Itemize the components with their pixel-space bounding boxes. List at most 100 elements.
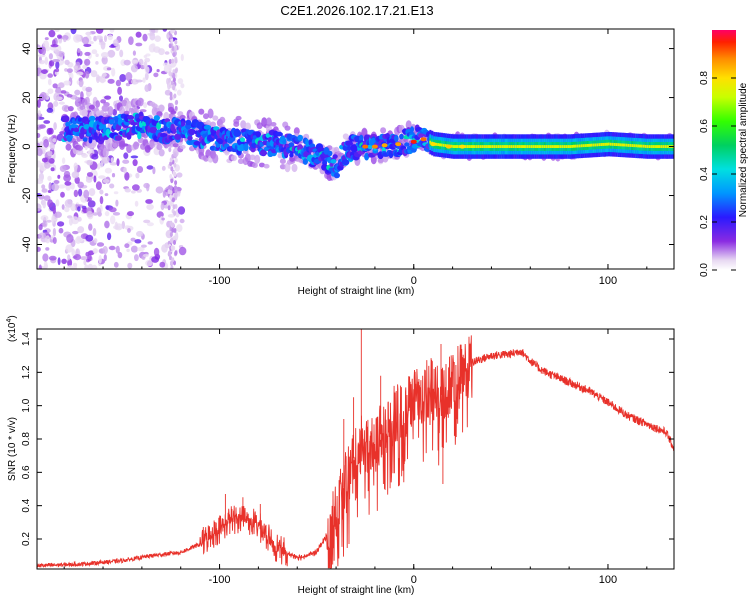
spectrogram-cell <box>130 64 138 73</box>
spectrogram-cell <box>477 145 480 148</box>
spectrogram-cell <box>179 218 185 224</box>
spectrogram-cell <box>100 52 109 58</box>
spectrogram-cell <box>169 185 173 191</box>
spectrogram-cell <box>50 44 59 48</box>
spectrogram-cell <box>74 89 81 96</box>
spectrogram-cell <box>282 139 287 145</box>
spectrogram-cell <box>666 145 669 148</box>
spectrogram-cell <box>528 145 531 148</box>
spectrogram-cell <box>85 31 92 36</box>
spectrogram-cell <box>107 34 113 41</box>
spectrogram-cell <box>63 80 71 86</box>
spectrogram-cell <box>169 232 173 237</box>
spectrogram-cell <box>565 145 568 148</box>
spectrogram-cell <box>456 145 459 148</box>
spectrogram-cell <box>652 145 655 148</box>
spectrogram-cell <box>132 159 138 167</box>
spectrogram-cell <box>130 245 138 253</box>
spectrogram-cell <box>43 138 49 148</box>
snr-multiplier: (x104) <box>6 315 18 342</box>
spectrogram-cell <box>350 144 359 153</box>
spectrogram-cell <box>380 127 387 134</box>
spectrogram-cell <box>77 206 81 212</box>
spectrogram-cell <box>493 145 496 148</box>
spectrogram-cell <box>55 49 60 57</box>
spectrogram-panel: -100 0 100 -40 -20 0 20 40 Height of straight l… <box>7 28 675 297</box>
spectrogram-cell <box>169 161 173 167</box>
spectrogram-cell <box>180 83 185 89</box>
spectrogram-cell <box>541 145 544 148</box>
spectrogram-cell <box>188 128 196 135</box>
spectrogram-cell <box>244 153 251 163</box>
spectrogram-cell <box>164 89 171 96</box>
spectrogram-cell <box>399 133 404 140</box>
spectrogram-cell <box>108 245 116 251</box>
spectrogram-cell <box>100 99 106 104</box>
spectrogram-cell <box>169 34 173 40</box>
spectrogram-cell <box>167 214 175 218</box>
spectrogram-cell <box>37 178 44 185</box>
spectrogram-cell <box>37 133 41 138</box>
spectrogram-cell <box>49 142 55 151</box>
spectrogram-cell <box>39 124 46 129</box>
spectrogram-cell <box>161 244 168 253</box>
spectrogram-cell <box>111 173 116 178</box>
spectrogram-ytick-label: 20 <box>21 91 33 103</box>
spectrogram-cell <box>530 145 533 148</box>
spectrogram-xtick-label: 100 <box>599 275 617 287</box>
spectrogram-cell <box>619 143 622 147</box>
spectrogram-cell <box>54 71 59 75</box>
colorbar-tick-label: 0.4 <box>699 167 710 181</box>
spectrogram-cell <box>47 150 53 157</box>
spectrogram-cell <box>532 145 535 148</box>
spectrogram-cell <box>83 189 90 199</box>
spectrogram-cell <box>475 145 478 148</box>
spectrogram-cell <box>104 193 109 197</box>
spectrogram-cell <box>95 74 100 84</box>
spectrogram-cell <box>68 217 73 226</box>
spectrogram-cell <box>134 200 139 207</box>
spectrogram-cell <box>347 145 352 151</box>
spectrogram-cell <box>212 115 219 121</box>
spectrogram-cell <box>95 100 100 108</box>
spectrogram-cell <box>87 253 92 262</box>
spectrogram-cell <box>617 143 620 147</box>
spectrogram-cell <box>481 145 484 148</box>
spectrogram-cell <box>95 29 104 34</box>
spectrogram-cell <box>174 180 178 186</box>
spectrogram-cell <box>168 43 172 49</box>
spectrogram-cell <box>332 154 338 159</box>
spectrogram-cell <box>172 143 179 148</box>
spectrogram-cell <box>65 244 73 253</box>
spectrogram-cell <box>437 143 440 146</box>
spectrogram-cell <box>172 84 176 90</box>
spectrogram-cell <box>54 88 61 94</box>
spectrogram-cell <box>167 81 171 90</box>
spectrogram-cell <box>41 69 48 74</box>
spectrogram-cell <box>127 228 131 233</box>
spectrogram-cell <box>170 245 174 251</box>
spectrogram-cell <box>156 144 163 151</box>
spectrogram-cell <box>623 143 626 147</box>
spectrogram-cell <box>243 143 249 152</box>
spectrogram-cell <box>168 67 172 73</box>
spectrogram-cell <box>540 145 543 148</box>
spectrogram-cell <box>66 135 73 142</box>
spectrogram-cell <box>151 256 160 263</box>
spectrogram-cell <box>54 211 62 218</box>
spectrogram-cell <box>177 206 186 215</box>
spectrogram-cell <box>265 117 272 127</box>
spectrogram-cell <box>58 184 66 189</box>
spectrogram-cell <box>596 143 599 147</box>
spectrogram-cell <box>133 141 139 150</box>
spectrogram-cell <box>110 215 116 225</box>
spectrogram-cell <box>119 49 124 58</box>
spectrogram-cell <box>394 134 399 142</box>
spectrogram-cell <box>134 239 142 244</box>
spectrogram-cell <box>169 91 173 97</box>
spectrogram-cell <box>107 106 114 116</box>
spectrogram-cell <box>557 145 560 148</box>
spectrogram-cell <box>454 145 457 148</box>
spectrogram-cell <box>161 165 166 171</box>
spectrogram-cell <box>37 142 41 149</box>
